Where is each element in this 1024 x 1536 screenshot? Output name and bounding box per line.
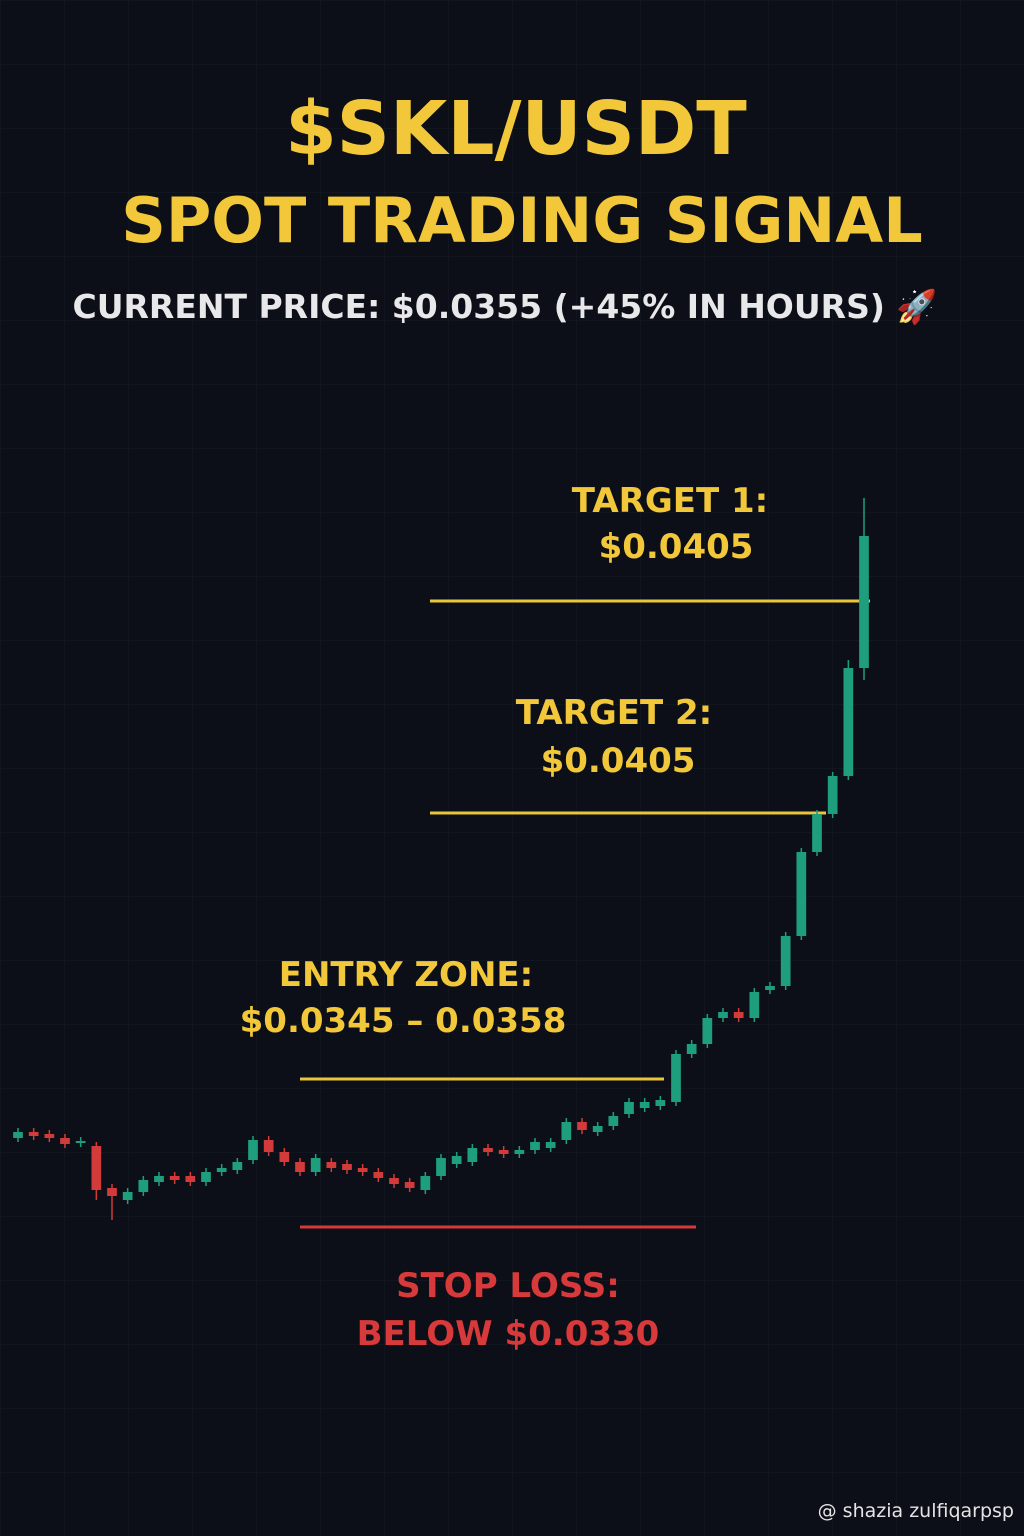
- candle-body: [702, 1018, 713, 1044]
- candle-body: [154, 1176, 164, 1182]
- candle-body: [91, 1146, 102, 1190]
- candle-body: [122, 1192, 133, 1200]
- candle-body: [169, 1176, 180, 1180]
- candle-body: [686, 1044, 697, 1054]
- candle-body: [655, 1100, 666, 1106]
- watermark: @ shazia zulfiqarpsp: [818, 1500, 1014, 1522]
- chart-subtitle: SPOT TRADING SIGNAL: [121, 184, 923, 257]
- candle-body: [279, 1152, 290, 1162]
- candle-body: [483, 1148, 493, 1152]
- candle-body: [436, 1158, 446, 1176]
- candle-body: [138, 1180, 149, 1192]
- candle-body: [295, 1162, 305, 1172]
- candle-body: [608, 1116, 619, 1126]
- candle-body: [639, 1102, 650, 1108]
- candle-body: [310, 1158, 321, 1172]
- candle-body: [780, 936, 791, 986]
- candle-body: [749, 992, 760, 1018]
- candle-body: [75, 1141, 86, 1143]
- candle-body: [545, 1142, 556, 1148]
- candle-body: [733, 1012, 744, 1018]
- candle-body: [28, 1132, 39, 1136]
- candle-body: [201, 1172, 211, 1182]
- chart-title: $SKL/USDT: [285, 86, 747, 172]
- stop-price: BELOW $0.0330: [357, 1314, 660, 1354]
- target2-label: TARGET 2:: [516, 693, 712, 733]
- target2-price: $0.0405: [541, 741, 696, 781]
- candle-body: [44, 1134, 55, 1138]
- candle-body: [671, 1054, 681, 1102]
- current-price: CURRENT PRICE: $0.0355 (+45% IN HOURS) 🚀: [72, 287, 937, 326]
- candle-body: [326, 1162, 337, 1168]
- candle-body: [107, 1188, 117, 1196]
- candle-body: [843, 668, 854, 776]
- candle-body: [404, 1182, 415, 1188]
- candle-body: [514, 1150, 525, 1154]
- candle-body: [342, 1164, 352, 1170]
- candle-body: [420, 1176, 431, 1190]
- candle-body: [859, 536, 869, 668]
- candle-body: [498, 1150, 509, 1154]
- candle-body: [796, 852, 807, 936]
- candle-body: [624, 1102, 634, 1114]
- entry-label: ENTRY ZONE:: [279, 955, 534, 995]
- candle-body: [577, 1122, 587, 1130]
- candle-body: [373, 1172, 384, 1178]
- candle-body: [561, 1122, 572, 1140]
- candle-body: [60, 1138, 70, 1144]
- target1-label: TARGET 1:: [572, 481, 768, 521]
- stop-label: STOP LOSS:: [396, 1266, 620, 1306]
- target1-price: $0.0405: [599, 527, 754, 567]
- candle-body: [827, 776, 838, 814]
- candle-body: [467, 1148, 478, 1162]
- candle-body: [765, 986, 775, 990]
- candle-body: [451, 1156, 462, 1164]
- candle-body: [248, 1140, 258, 1160]
- candle-body: [263, 1140, 274, 1152]
- candle-body: [812, 814, 822, 852]
- candle-body: [185, 1176, 196, 1182]
- candle-body: [530, 1142, 540, 1150]
- candle-body: [592, 1126, 603, 1132]
- candle-body: [216, 1168, 227, 1172]
- candle-body: [13, 1132, 23, 1138]
- candles: [13, 498, 869, 1220]
- candle-body: [357, 1168, 368, 1172]
- candle-body: [232, 1162, 243, 1170]
- candle-body: [389, 1178, 399, 1184]
- candle-body: [718, 1012, 728, 1018]
- entry-price: $0.0345 – 0.0358: [240, 1001, 567, 1041]
